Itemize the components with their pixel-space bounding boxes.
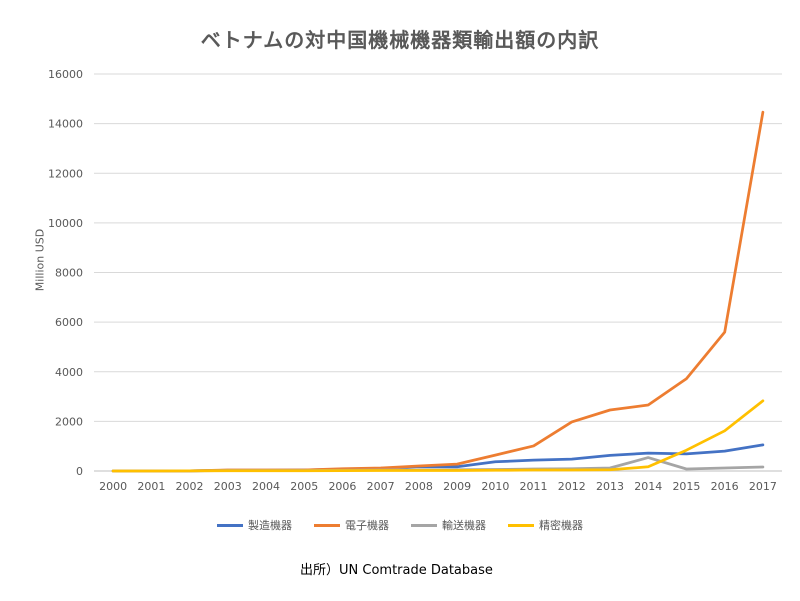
legend-swatch [508,523,534,527]
x-tick-label: 2001 [137,480,165,493]
x-tick-label: 2006 [328,480,356,493]
legend-label: 輸送機器 [442,519,486,532]
x-tick-label: 2003 [214,480,242,493]
legend-item: 電子機器 [314,517,389,533]
y-axis-label: Million USD [33,228,47,292]
x-tick-label: 2017 [749,480,777,493]
y-tick-labels: 0 2000 4000 6000 8000 10000 12000 14000 16000 [48,68,83,478]
y-tick-label: 8000 [55,267,83,280]
series-line [111,110,765,473]
x-tick-label: 2015 [672,480,700,493]
x-tick-label: 2009 [443,480,471,493]
y-tick-label: 4000 [55,366,83,379]
source-note: 出所）UN Comtrade Database [300,563,493,578]
legend-label: 精密機器 [539,519,583,532]
y-tick-label: 6000 [55,316,83,329]
chart-title: ベトナムの対中国機械機器類輸出額の内訳 [200,28,600,52]
legend-swatch [314,523,340,527]
x-tick-label: 2007 [367,480,395,493]
x-tick-label: 2008 [405,480,433,493]
x-tick-label: 2011 [520,480,548,493]
legend-label: 電子機器 [345,519,389,532]
x-tick-label: 2000 [99,480,127,493]
gridlines [94,73,782,472]
x-tick-label: 2004 [252,480,280,493]
series-line [111,399,765,473]
x-tick-label: 2013 [596,480,624,493]
legend-swatch [411,523,437,527]
legend-item: 輸送機器 [411,517,486,533]
legend-swatch [217,523,243,527]
y-tick-label: 14000 [48,118,83,131]
legend-label: 製造機器 [248,519,292,532]
x-tick-label: 2016 [711,480,739,493]
series-lines [111,110,765,473]
legend-item: 製造機器 [217,517,292,533]
x-tick-labels: 2000 2001 2002 2003 2004 2005 2006 2007 2008 2009… [99,480,777,493]
x-tick-label: 2014 [634,480,662,493]
x-tick-label: 2012 [558,480,586,493]
legend: 製造機器 電子機器 輸送機器 精密機器 [0,517,800,533]
y-tick-label: 0 [76,465,83,478]
y-tick-label: 10000 [48,217,83,230]
y-tick-label: 16000 [48,68,83,81]
y-tick-label: 12000 [48,167,83,180]
x-tick-label: 2010 [481,480,509,493]
x-tick-label: 2002 [176,480,204,493]
y-tick-label: 2000 [55,415,83,428]
x-tick-label: 2005 [290,480,318,493]
legend-item: 精密機器 [508,517,583,533]
